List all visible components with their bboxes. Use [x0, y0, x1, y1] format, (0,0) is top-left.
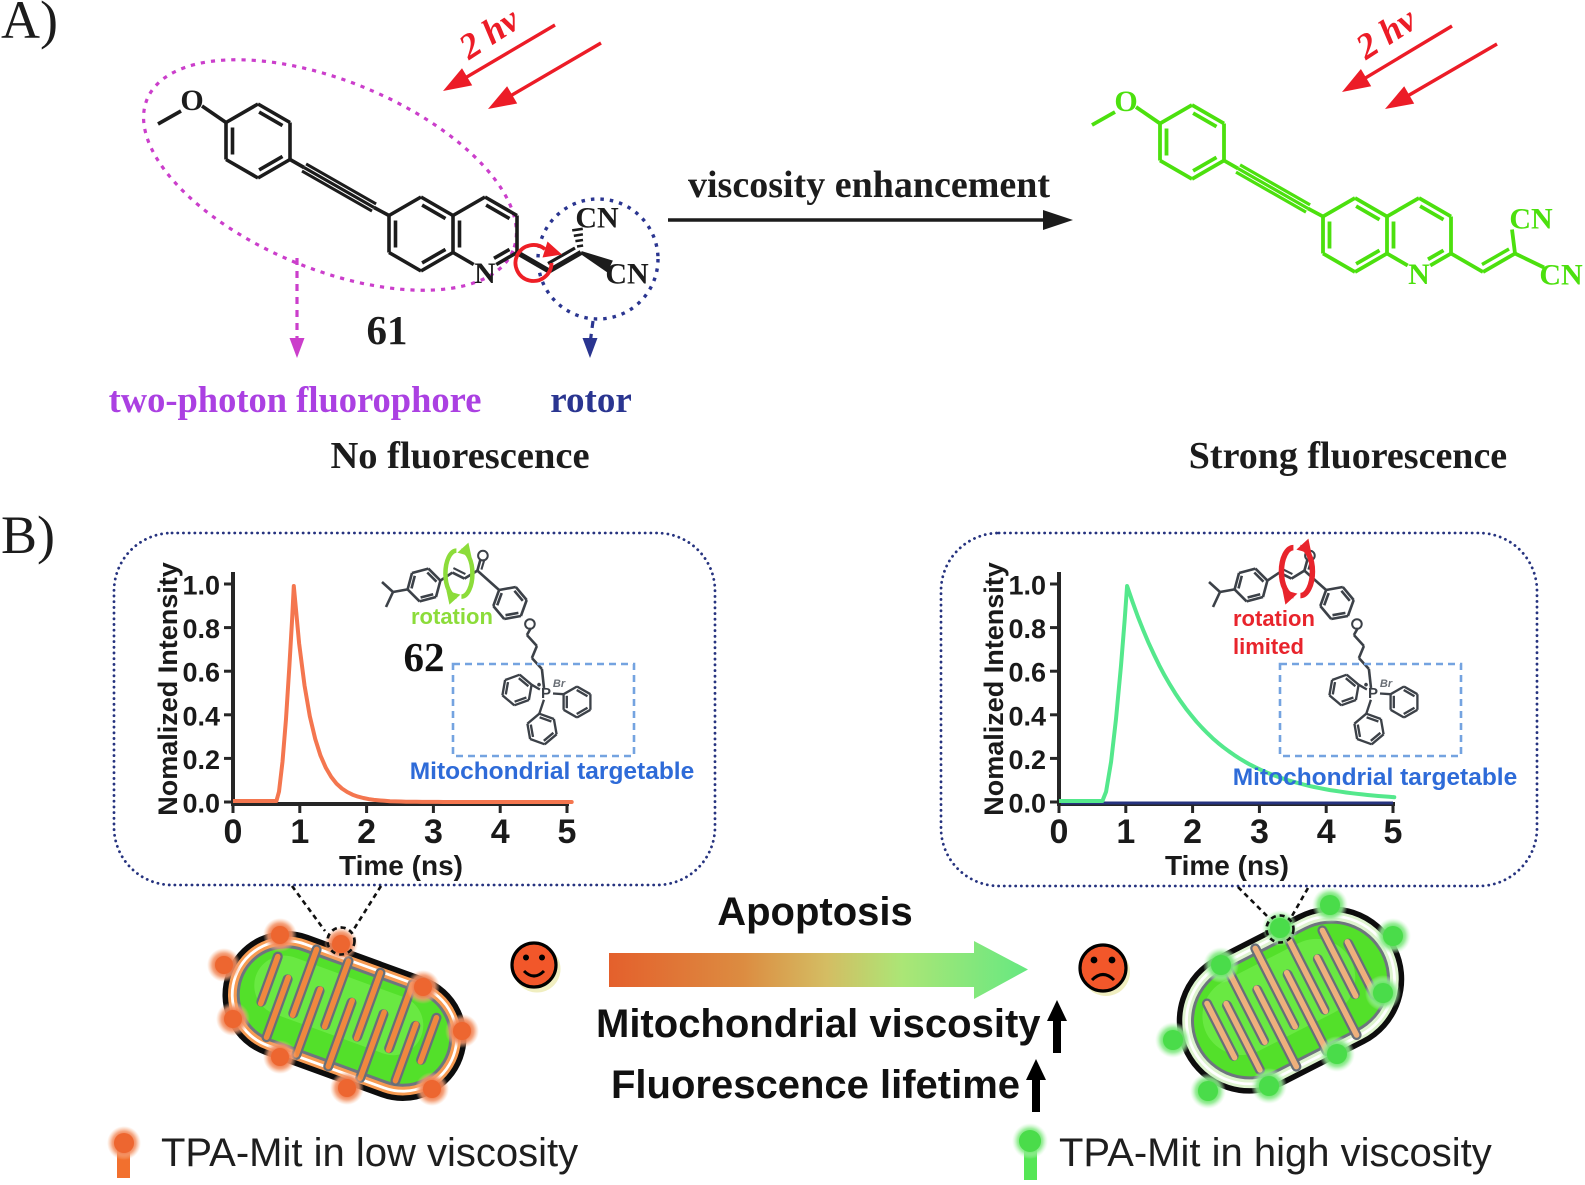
- svg-text:CN: CN: [1539, 259, 1583, 292]
- svg-text:0.8: 0.8: [1008, 614, 1046, 644]
- svg-text:Time (ns): Time (ns): [339, 850, 463, 881]
- svg-text:0.4: 0.4: [182, 701, 220, 731]
- svg-text:0: 0: [1050, 813, 1069, 851]
- svg-text:5: 5: [558, 813, 577, 851]
- svg-text:Apoptosis: Apoptosis: [717, 890, 913, 934]
- svg-text:1: 1: [1116, 813, 1135, 851]
- svg-text:TPA-Mit in low viscosity: TPA-Mit in low viscosity: [161, 1131, 578, 1175]
- svg-text:N: N: [474, 257, 496, 290]
- svg-text:N: N: [1408, 258, 1430, 291]
- svg-text:rotation: rotation: [411, 604, 493, 629]
- svg-text:No fluorescence: No fluorescence: [330, 435, 589, 477]
- svg-text:1.0: 1.0: [1008, 571, 1046, 601]
- svg-text:A): A): [1, 0, 58, 50]
- svg-text:Mitochondrial targetable: Mitochondrial targetable: [1233, 764, 1518, 791]
- svg-text:0.0: 0.0: [182, 789, 220, 819]
- svg-text:CN: CN: [1509, 203, 1553, 236]
- svg-text:0.2: 0.2: [1008, 745, 1046, 775]
- svg-text:two-photon fluorophore: two-photon fluorophore: [109, 379, 482, 420]
- svg-text:Mitochondrial viscosity: Mitochondrial viscosity: [596, 1002, 1041, 1046]
- svg-text:rotor: rotor: [550, 380, 632, 421]
- svg-text:Strong fluorescence: Strong fluorescence: [1189, 435, 1507, 477]
- svg-text:0.8: 0.8: [182, 614, 220, 644]
- svg-text:1: 1: [290, 813, 309, 851]
- svg-text:B): B): [1, 505, 55, 565]
- svg-text:2: 2: [357, 813, 376, 851]
- svg-text:0.6: 0.6: [1008, 658, 1046, 688]
- svg-text:•: •: [1364, 677, 1369, 692]
- svg-text:0.6: 0.6: [182, 658, 220, 688]
- svg-text:3: 3: [424, 813, 443, 851]
- svg-text:Br: Br: [553, 678, 566, 690]
- svg-text:Br: Br: [1380, 678, 1393, 690]
- svg-text:limited: limited: [1233, 634, 1304, 659]
- svg-text:Time (ns): Time (ns): [1165, 850, 1289, 881]
- svg-text:62: 62: [404, 634, 445, 680]
- svg-text:•: •: [537, 677, 542, 692]
- svg-text:0: 0: [224, 813, 243, 851]
- svg-text:O: O: [180, 84, 203, 117]
- svg-text:Nomalized Intensity: Nomalized Intensity: [153, 562, 183, 816]
- svg-text:4: 4: [491, 813, 510, 851]
- svg-text:4: 4: [1317, 813, 1336, 851]
- svg-text:P: P: [1368, 685, 1378, 702]
- svg-text:3: 3: [1250, 813, 1269, 851]
- svg-text:1.0: 1.0: [182, 571, 220, 601]
- svg-text:Mitochondrial targetable: Mitochondrial targetable: [410, 758, 695, 785]
- svg-text:Fluorescence lifetime: Fluorescence lifetime: [611, 1063, 1020, 1107]
- svg-text:P: P: [541, 685, 551, 702]
- svg-text:rotation: rotation: [1233, 606, 1315, 631]
- svg-text:61: 61: [367, 307, 408, 353]
- svg-text:0.2: 0.2: [182, 745, 220, 775]
- svg-text:0.0: 0.0: [1008, 789, 1046, 819]
- svg-text:viscosity enhancement: viscosity enhancement: [688, 164, 1050, 206]
- svg-text:CN: CN: [605, 258, 649, 291]
- svg-text:TPA-Mit in high viscosity: TPA-Mit in high viscosity: [1059, 1131, 1492, 1175]
- svg-text:Nomalized Intensity: Nomalized Intensity: [979, 562, 1009, 816]
- svg-text:CN: CN: [575, 202, 619, 235]
- svg-text:2: 2: [1183, 813, 1202, 851]
- svg-text:O: O: [1114, 85, 1137, 118]
- svg-text:0.4: 0.4: [1008, 701, 1046, 731]
- svg-text:5: 5: [1384, 813, 1403, 851]
